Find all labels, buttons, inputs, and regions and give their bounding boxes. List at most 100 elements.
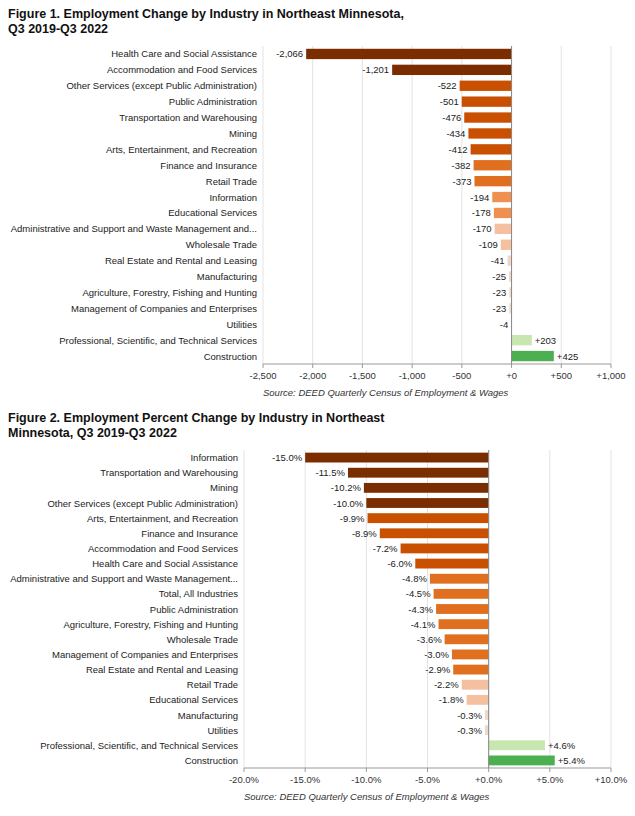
grid-line xyxy=(611,450,612,768)
category-label: Other Services (except Public Administra… xyxy=(66,80,257,91)
data-label: -0.3% xyxy=(457,710,482,721)
data-label: -4.3% xyxy=(408,604,433,615)
chart-panel: Figure 1. Employment Change by Industry … xyxy=(8,7,626,398)
category-label: Construction xyxy=(185,755,238,766)
grid-line xyxy=(362,46,363,364)
data-label: -0.3% xyxy=(457,725,482,736)
bar xyxy=(401,544,489,554)
data-label: -2.9% xyxy=(425,664,450,675)
category-label: Retail Trade xyxy=(187,679,238,690)
category-label: Real Estate and Rental and Leasing xyxy=(86,664,238,675)
data-label: -109 xyxy=(479,239,498,250)
zero-line xyxy=(488,450,489,768)
data-label: -25 xyxy=(492,271,506,282)
category-label: Transportation and Warehousing xyxy=(119,112,257,123)
data-label: -6.0% xyxy=(387,558,412,569)
category-label: Management of Companies and Enterprises xyxy=(71,303,257,314)
data-label: -15.0% xyxy=(272,452,303,463)
bar xyxy=(468,128,511,138)
bar xyxy=(512,351,554,361)
category-label: Arts, Entertainment, and Recreation xyxy=(87,513,238,524)
tick-mark xyxy=(412,364,413,368)
tick-label: -20.0% xyxy=(229,774,260,785)
bar xyxy=(462,680,489,690)
bar xyxy=(430,574,489,584)
data-label: +4.6% xyxy=(548,740,576,751)
tick-mark xyxy=(312,364,313,368)
tick-label: -15.0% xyxy=(290,774,321,785)
category-label: Health Care and Social Assistance xyxy=(111,48,257,59)
grid-line xyxy=(549,450,550,768)
bar xyxy=(485,710,489,720)
tick-mark xyxy=(362,364,363,368)
bar xyxy=(415,559,488,569)
category-label: Real Estate and Rental and Leasing xyxy=(105,255,257,266)
tick-label: -1,000 xyxy=(399,370,426,381)
data-label: -170 xyxy=(473,223,492,234)
category-label: Total, All Industries xyxy=(159,588,238,599)
tick-mark xyxy=(305,768,306,772)
grid-line xyxy=(312,46,313,364)
data-label: -2.2% xyxy=(434,679,459,690)
category-label: Finance and Insurance xyxy=(160,160,257,171)
bar xyxy=(305,453,489,463)
bar xyxy=(452,650,489,660)
data-label: -178 xyxy=(472,207,491,218)
bar xyxy=(467,695,489,705)
tick-label: -1,500 xyxy=(349,370,376,381)
tick-mark xyxy=(511,364,512,368)
bar xyxy=(512,335,532,345)
data-label: -9.9% xyxy=(340,513,365,524)
category-label: Professional, Scientific, and Technical … xyxy=(40,740,238,751)
grid-line xyxy=(412,46,413,364)
bar xyxy=(392,65,511,75)
tick-mark xyxy=(461,364,462,368)
grid-line xyxy=(366,450,367,768)
bar xyxy=(474,160,512,170)
category-label: Public Administration xyxy=(150,604,238,615)
tick-mark xyxy=(263,364,264,368)
tick-label: +0.0% xyxy=(475,774,503,785)
tick-label: +10.0% xyxy=(595,774,628,785)
tick-label: -2,000 xyxy=(299,370,326,381)
bar xyxy=(462,96,512,106)
data-label: -3.0% xyxy=(424,649,449,660)
data-label: -1,201 xyxy=(362,64,389,75)
data-label: -7.2% xyxy=(373,543,398,554)
data-label: -4 xyxy=(500,319,508,330)
data-label: -476 xyxy=(442,112,461,123)
bar xyxy=(364,483,489,493)
data-label: -10.0% xyxy=(333,498,364,509)
bar xyxy=(474,176,511,186)
category-label: Information xyxy=(209,192,257,203)
category-label: Accommodation and Food Services xyxy=(88,543,238,554)
category-label: Administrative and Support and Waste Man… xyxy=(11,223,257,234)
bars xyxy=(306,49,554,361)
data-label: -23 xyxy=(493,303,507,314)
data-label: -4.8% xyxy=(402,573,427,584)
tick-label: -2,500 xyxy=(250,370,277,381)
grid-line xyxy=(305,450,306,768)
bar xyxy=(453,665,488,675)
category-label: Public Administration xyxy=(169,96,257,107)
category-label: Utilities xyxy=(226,319,257,330)
category-label: Manufacturing xyxy=(178,710,238,721)
tick-mark xyxy=(561,364,562,368)
category-label: Arts, Entertainment, and Recreation xyxy=(106,144,257,155)
tick-label: +1,000 xyxy=(596,370,625,381)
category-label: Mining xyxy=(210,482,238,493)
bar xyxy=(434,589,489,599)
tick-label: +5.0% xyxy=(536,774,564,785)
grid-line xyxy=(244,450,245,768)
tick-mark xyxy=(488,768,489,772)
category-label: Administrative and Support and Waste Man… xyxy=(10,573,238,584)
tick-label: -5.0% xyxy=(415,774,440,785)
data-label: -1.8% xyxy=(439,694,464,705)
category-label: Wholesale Trade xyxy=(186,239,257,250)
bar xyxy=(485,725,489,735)
bar xyxy=(439,619,489,629)
data-label: -382 xyxy=(452,160,471,171)
data-label: -23 xyxy=(493,287,507,298)
bar xyxy=(507,255,511,265)
category-label: Professional, Scientific, and Technical … xyxy=(59,335,257,346)
